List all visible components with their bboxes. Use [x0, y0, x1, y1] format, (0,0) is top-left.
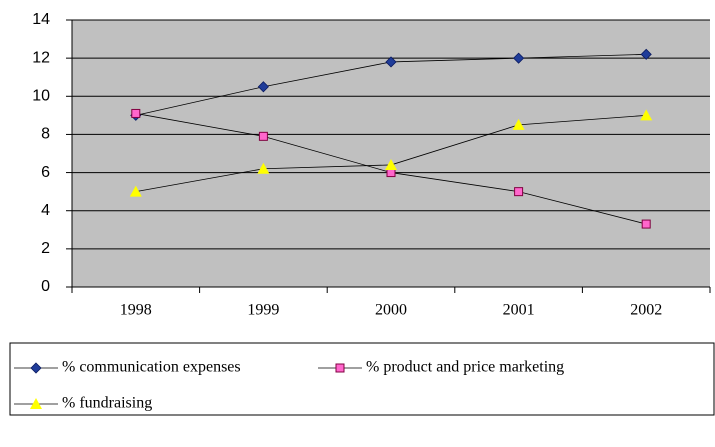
y-tick-label: 8 — [41, 126, 50, 143]
x-tick-label: 2002 — [630, 302, 662, 319]
marker — [129, 185, 142, 197]
marker — [512, 118, 525, 130]
marker — [257, 81, 269, 93]
marker — [30, 362, 42, 374]
marker — [257, 162, 270, 174]
legend-label: % fundraising — [62, 395, 152, 412]
legend — [9, 342, 715, 416]
marker — [258, 131, 268, 141]
legend-label: % communication expenses — [62, 359, 241, 376]
y-tick-label: 0 — [41, 278, 50, 295]
x-tick-label: 1999 — [247, 302, 279, 319]
x-tick-label: 2000 — [375, 302, 407, 319]
y-tick-label: 10 — [32, 88, 50, 105]
y-tick-label: 6 — [41, 164, 50, 181]
marker — [640, 48, 652, 60]
marker — [514, 187, 524, 197]
legend-label: % product and price marketing — [366, 359, 564, 376]
x-tick-label: 1998 — [120, 302, 152, 319]
y-tick-label: 12 — [32, 49, 50, 66]
marker — [513, 52, 525, 64]
x-tick-label: 2001 — [503, 302, 535, 319]
marker — [640, 109, 653, 121]
marker — [335, 363, 345, 373]
y-tick-label: 2 — [41, 240, 50, 257]
marker — [385, 158, 397, 170]
y-tick-label: 14 — [32, 11, 50, 28]
marker — [641, 219, 651, 229]
marker — [385, 56, 397, 68]
marker — [131, 108, 141, 118]
y-tick-label: 4 — [41, 202, 50, 219]
marker — [30, 398, 42, 409]
